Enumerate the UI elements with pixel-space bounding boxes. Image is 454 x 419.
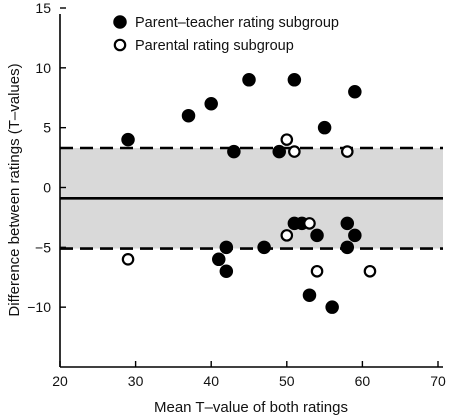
x-tick-label: 50 <box>279 373 295 389</box>
x-tick-label: 70 <box>430 373 446 389</box>
x-tick-label: 60 <box>355 373 371 389</box>
data-point-parent-teacher <box>348 85 362 99</box>
legend: Parent–teacher rating subgroup Parental … <box>113 15 339 54</box>
data-point-parental <box>288 145 301 158</box>
data-point-parental <box>363 264 377 278</box>
data-point-parent-teacher <box>272 144 286 159</box>
legend-marker-parent-teacher <box>113 15 127 29</box>
data-point-parent-teacher <box>287 73 302 87</box>
data-point-parental <box>303 217 316 230</box>
legend-label-parent-teacher: Parent–teacher rating subgroup <box>135 15 339 31</box>
data-point-parent-teacher <box>257 240 271 255</box>
axes-layer <box>59 14 443 368</box>
x-tick-label: 40 <box>203 373 219 389</box>
y-tick-label: 10 <box>35 60 51 76</box>
data-point-parent-teacher <box>317 120 332 135</box>
legend-marker-parental <box>113 38 127 52</box>
x-axis-title: Mean T–value of both ratings <box>154 399 348 416</box>
data-point-parent-teacher <box>340 240 355 255</box>
y-tick-label: 0 <box>43 180 51 196</box>
data-point-parent-teacher <box>348 228 362 243</box>
data-point-parent-teacher <box>212 252 226 267</box>
y-tick-label: 15 <box>35 0 51 16</box>
data-point-parental <box>280 229 294 242</box>
data-point-parent-teacher <box>310 228 324 243</box>
data-point-parental <box>310 264 324 278</box>
data-point-parent-teacher <box>340 216 355 231</box>
reference-lines-layer <box>60 146 443 250</box>
data-point-parental <box>340 145 354 158</box>
data-point-parent-teacher <box>227 144 241 159</box>
x-tick-label: 30 <box>128 373 144 389</box>
x-tick-label: 20 <box>52 373 68 389</box>
data-point-parent-teacher <box>302 288 317 302</box>
y-tick-label: 5 <box>43 120 51 136</box>
data-point-parent-teacher <box>121 132 135 147</box>
data-point-parent-teacher <box>219 264 234 279</box>
data-point-parent-teacher <box>219 240 234 255</box>
data-point-parent-teacher <box>325 300 339 314</box>
data-point-parent-teacher <box>204 96 218 111</box>
y-axis-title: Difference between ratings (T–values) <box>6 63 23 316</box>
y-tick-label: −5 <box>35 239 51 255</box>
y-tick-label: −10 <box>27 299 51 315</box>
data-point-parent-teacher <box>242 73 256 87</box>
data-point-parental <box>121 252 135 266</box>
data-point-parental <box>280 133 294 146</box>
legend-label-parental: Parental rating subgroup <box>135 38 294 54</box>
data-points-layer <box>121 73 377 314</box>
data-point-parent-teacher <box>181 108 196 123</box>
